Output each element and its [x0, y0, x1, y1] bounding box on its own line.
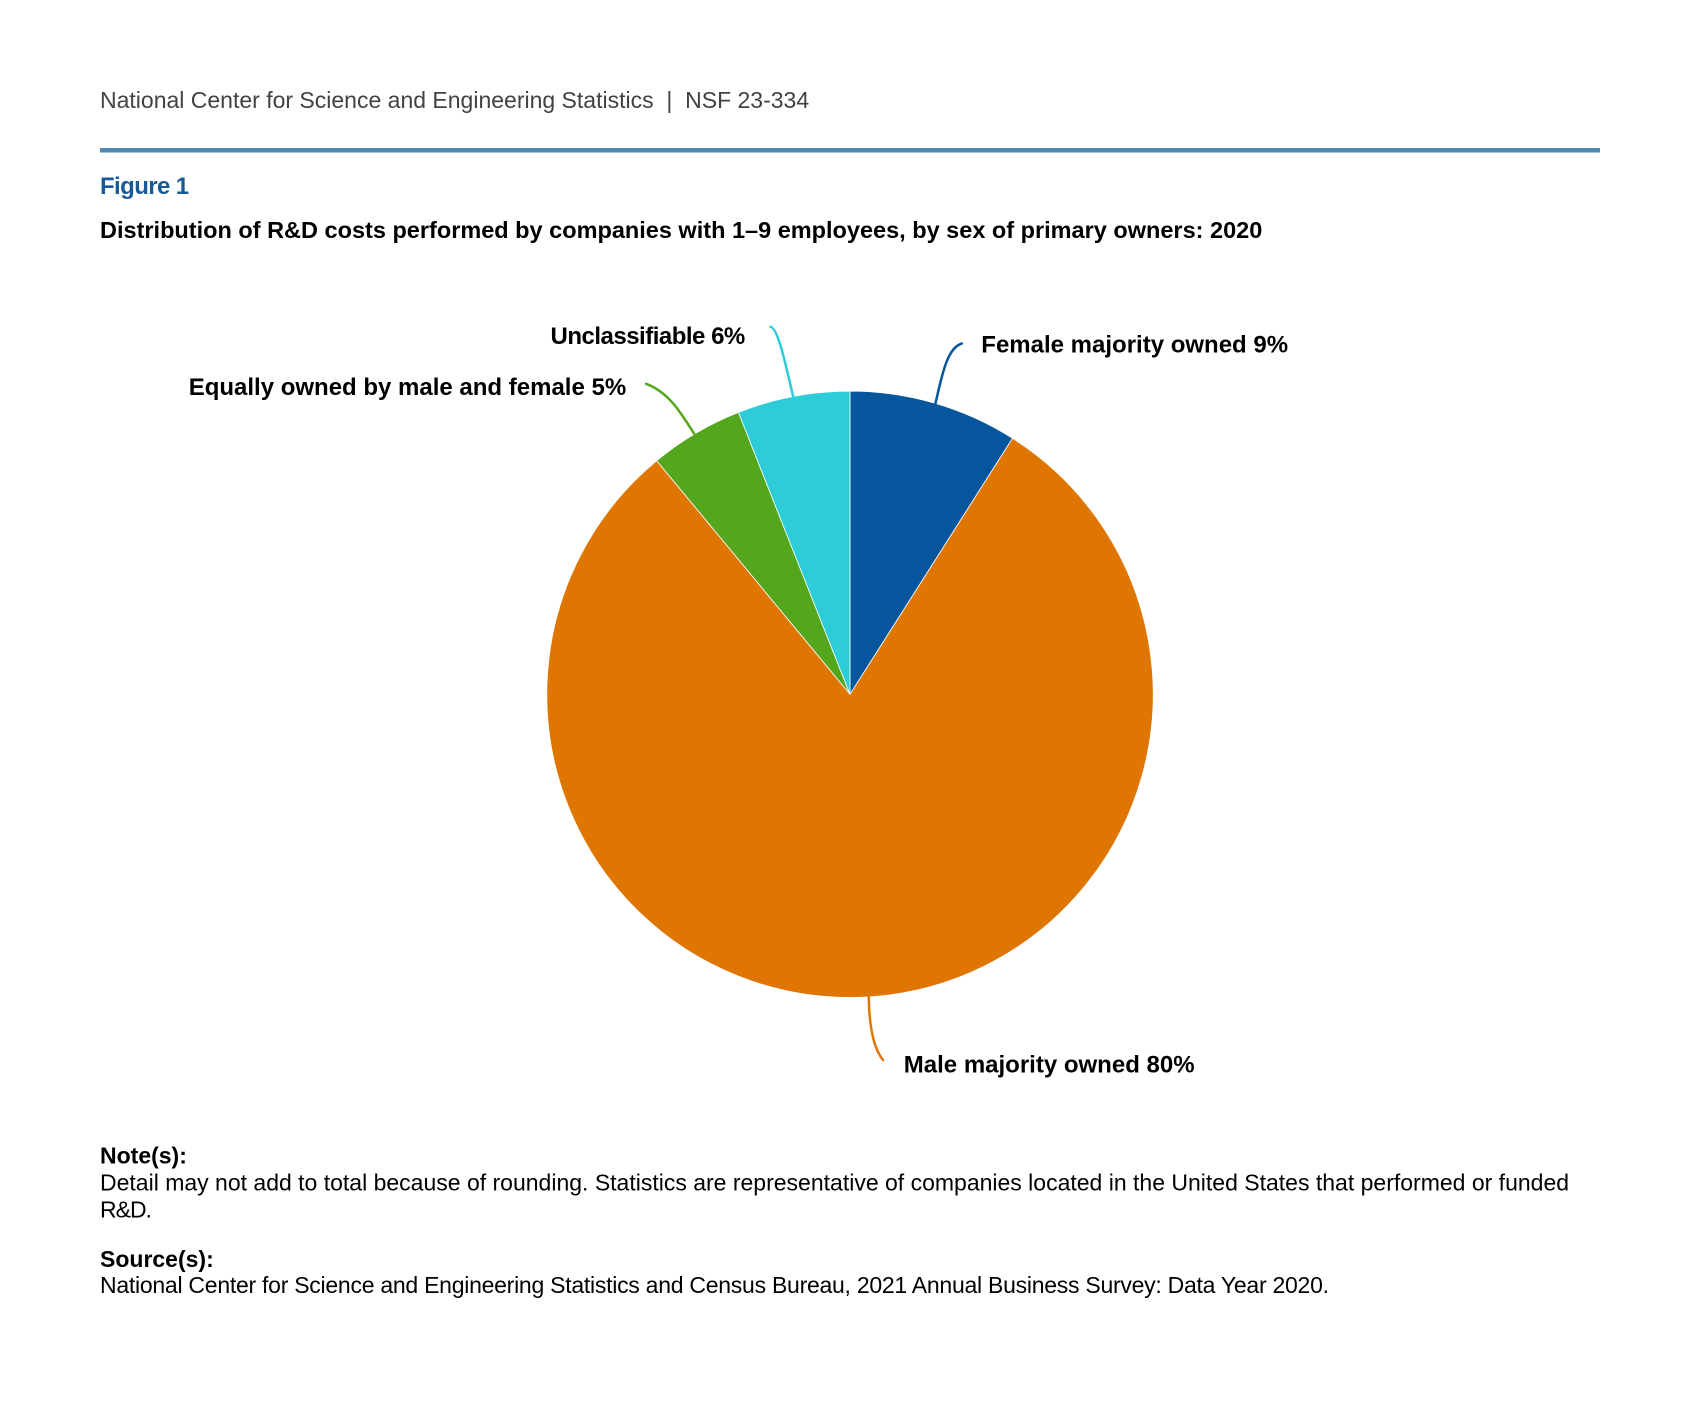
svg-text:Female majority owned 9%: Female majority owned 9% — [981, 332, 1288, 359]
svg-text:R&D.: R&D. — [100, 1196, 151, 1222]
svg-text:Note(s):: Note(s): — [100, 1142, 187, 1168]
svg-text:Figure 1: Figure 1 — [100, 173, 189, 200]
svg-text:Source(s):: Source(s): — [100, 1246, 214, 1272]
svg-text:Equally owned by male and fema: Equally owned by male and female 5% — [189, 374, 626, 401]
svg-text:Detail may not add to total be: Detail may not add to total because of r… — [100, 1169, 1569, 1195]
svg-text:Distribution of R&D costs perf: Distribution of R&D costs performed by c… — [100, 217, 1262, 243]
svg-text:National Center for Science an: National Center for Science and Engineer… — [100, 87, 809, 113]
svg-text:Unclassifiable 6%: Unclassifiable 6% — [551, 323, 745, 350]
svg-text:Male majority owned 80%: Male majority owned 80% — [904, 1052, 1195, 1079]
svg-text:National Center for Science an: National Center for Science and Engineer… — [100, 1272, 1329, 1298]
